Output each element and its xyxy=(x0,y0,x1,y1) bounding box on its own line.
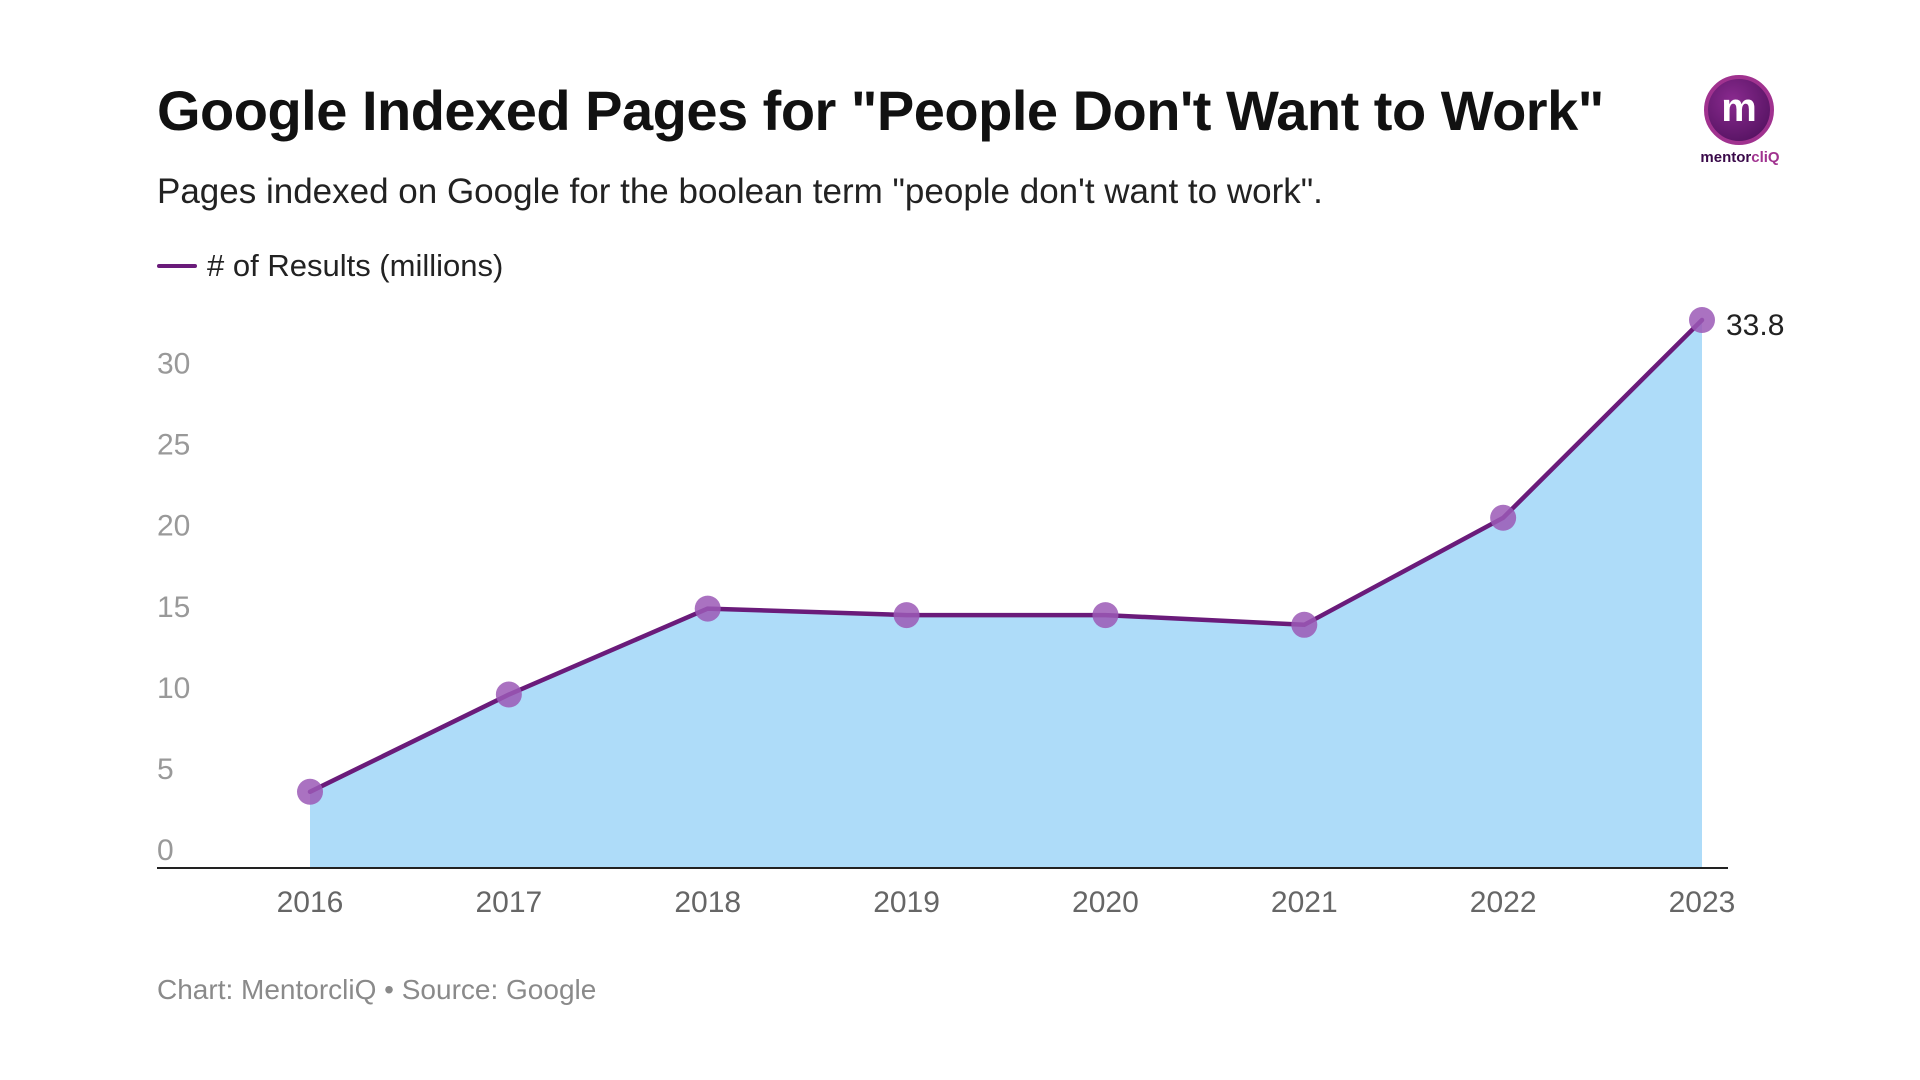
y-tick-label-20: 20 xyxy=(157,510,190,543)
data-point-2019 xyxy=(893,602,920,629)
chart-subtitle: Pages indexed on Google for the boolean … xyxy=(157,172,1323,211)
y-tick-label-5: 5 xyxy=(157,753,174,786)
logo-badge: m xyxy=(1704,75,1774,145)
x-tick-label-2019: 2019 xyxy=(873,886,940,919)
legend-line-swatch xyxy=(157,264,197,268)
x-tick-label-2017: 2017 xyxy=(475,886,542,919)
y-tick-label-30: 30 xyxy=(157,348,190,381)
y-tick-label-10: 10 xyxy=(157,672,190,705)
chart-footer: Chart: MentorcliQ • Source: Google xyxy=(157,974,597,1005)
x-tick-label-2022: 2022 xyxy=(1470,886,1537,919)
logo-wordmark: mentorcliQ xyxy=(1690,149,1790,166)
label-layer: 33.8 xyxy=(1726,309,1784,342)
legend: # of Results (millions) xyxy=(157,248,503,284)
axis-layer: 0 5 10 15 20 25 30 2016 2017 2018 2019 2020 2021 2022… xyxy=(157,348,1735,919)
data-point-2017 xyxy=(495,681,522,708)
x-tick-label-2021: 2021 xyxy=(1271,886,1338,919)
logo-letter: m xyxy=(1721,86,1757,130)
x-tick-label-2020: 2020 xyxy=(1072,886,1139,919)
logo-text-accent: cliQ xyxy=(1751,149,1780,166)
line-layer xyxy=(307,317,1705,795)
x-tick-label-2018: 2018 xyxy=(674,886,741,919)
marker-layer xyxy=(297,307,1715,805)
data-point-2023 xyxy=(1689,307,1715,333)
logo-text-main: mentor xyxy=(1700,149,1752,166)
data-point-2020 xyxy=(1092,602,1119,629)
data-label-2023: 33.8 xyxy=(1726,309,1784,342)
x-tick-label-2023: 2023 xyxy=(1669,886,1736,919)
area-fill xyxy=(310,320,1702,868)
chart-title: Google Indexed Pages for "People Don't W… xyxy=(157,79,1604,142)
x-tick-label-2016: 2016 xyxy=(277,886,344,919)
data-point-2018 xyxy=(694,595,721,622)
data-point-2022 xyxy=(1490,504,1517,531)
y-tick-label-15: 15 xyxy=(157,591,190,624)
mentorcliq-logo: m mentorcliQ xyxy=(1690,75,1790,175)
y-tick-label-0: 0 xyxy=(157,834,174,867)
area-layer xyxy=(310,320,1702,868)
y-tick-label-25: 25 xyxy=(157,429,190,462)
data-point-2021 xyxy=(1291,611,1318,638)
series-line xyxy=(307,317,1705,795)
legend-label: # of Results (millions) xyxy=(207,248,504,283)
data-point-2016 xyxy=(297,778,323,805)
